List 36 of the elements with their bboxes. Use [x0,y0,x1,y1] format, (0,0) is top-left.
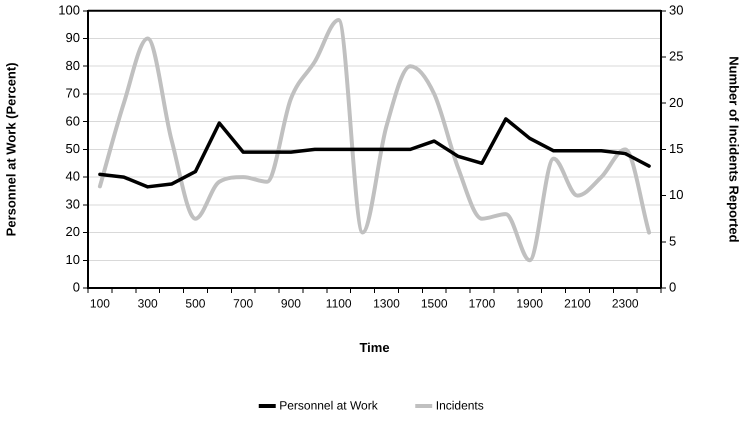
x-tick-label: 1500 [420,296,448,311]
y2-tick-label: 30 [669,2,684,18]
y2-tick-label: 10 [669,187,684,202]
y2-tick-label: 0 [669,280,676,295]
x-axis-title: Time [359,340,390,355]
y-tick-label: 20 [66,224,80,240]
y-tick-label: 60 [66,113,80,128]
y-tick-label: 10 [66,252,80,267]
y-axis-title: Personnel at Work (Percent) [3,62,18,236]
y2-tick-label: 25 [669,48,684,64]
y-tick-label: 30 [66,196,80,212]
y2-axis-title: Number of Incidents Reported [726,56,742,243]
x-tick-label: 2100 [564,296,592,311]
y-tick-label: 40 [66,168,80,184]
y2-tick-label: 15 [669,140,684,156]
x-tick-label: 2300 [612,296,639,311]
x-tick-label: 1700 [468,296,496,311]
x-tick-label: 500 [185,296,206,311]
y-tick-label: 90 [66,30,80,46]
y2-tick-label: 20 [669,94,684,110]
x-tick-label: 300 [138,296,158,311]
x-tick-label: 1900 [516,296,544,311]
legend-label: Incidents [436,398,484,412]
y-tick-label: 80 [66,58,80,73]
x-tick-label: 1100 [326,296,352,311]
x-tick-label: 1300 [373,296,400,311]
y-tick-label: 100 [58,2,80,18]
x-tick-label: 900 [280,296,302,311]
line-series [98,18,652,262]
y-tick-label: 50 [66,140,80,156]
x-tick-label: 700 [233,296,254,311]
legend-label: Personnel at Work [279,398,379,412]
y-tick-label: 70 [66,86,80,101]
x-tick-label: 100 [90,296,110,311]
y2-tick-label: 5 [669,233,676,248]
y-tick-label: 0 [72,280,80,295]
